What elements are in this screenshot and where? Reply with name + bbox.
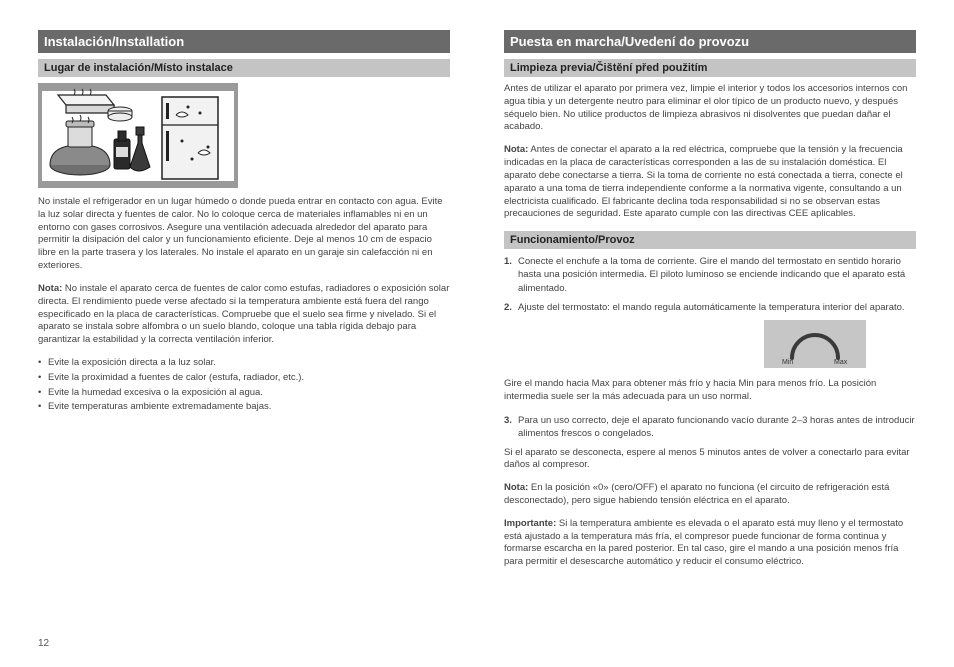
installation-avoid-list: Evite la exposición directa a la luz sol… [38, 357, 450, 414]
note-text: Si la temperatura ambiente es elevada o … [504, 518, 903, 567]
right-column: Puesta en marcha/Uvedení do provozu Limp… [504, 30, 916, 579]
step-1: 1.Conecte el enchufe a la toma de corrie… [504, 255, 916, 295]
list-item: Evite la exposición directa a la luz sol… [38, 357, 450, 370]
startup-title: Puesta en marcha/Uvedení do provozu [504, 30, 916, 53]
startup-subtitle-operation: Funcionamiento/Provoz [504, 231, 916, 249]
installation-note: Nota: No instale el aparato cerca de fue… [38, 283, 450, 347]
step-2-continued: Gire el mando hacia Max para obtener más… [504, 378, 916, 404]
installation-subtitle-location: Lugar de instalación/Místo instalace [38, 59, 450, 77]
installation-title: Instalación/Installation [38, 30, 450, 53]
electrical-note: Nota: Antes de conectar el aparato a la … [504, 144, 916, 221]
note-label: Nota: [504, 482, 528, 493]
step-3-continued: Si el aparato se desconecta, espere al m… [504, 447, 916, 473]
note-label: Importante: [504, 518, 556, 529]
list-item: Evite la humedad excesiva o la exposició… [38, 387, 450, 400]
operation-steps-cont: 3.Para un uso correcto, deje el aparato … [504, 414, 916, 441]
step-2: 2.Ajuste del termostato: el mando regula… [504, 301, 916, 314]
dial-max-label: Max [834, 359, 848, 366]
note-label: Nota: [504, 144, 528, 155]
note-text: En la posición «0» (cero/OFF) el aparato… [504, 482, 889, 506]
off-position-note: Nota: En la posición «0» (cero/OFF) el a… [504, 482, 916, 508]
note-text: Antes de conectar el aparato a la red el… [504, 144, 903, 219]
left-column: Instalación/Installation Lugar de instal… [38, 30, 450, 579]
startup-subtitle-cleaning: Limpieza previa/Čištění před použitím [504, 59, 916, 77]
important-note: Importante: Si la temperatura ambiente e… [504, 518, 916, 569]
cleaning-text: Antes de utilizar el aparato por primera… [504, 83, 916, 134]
list-item: Evite temperaturas ambiente extremadamen… [38, 401, 450, 414]
note-label: Nota: [38, 283, 62, 294]
dial-min-label: Min [782, 359, 793, 366]
installation-location-text: No instale el refrigerador en un lugar h… [38, 196, 450, 273]
operation-steps: 1.Conecte el enchufe a la toma de corrie… [504, 255, 916, 314]
note-text: No instale el aparato cerca de fuentes d… [38, 283, 449, 345]
thermostat-dial-figure: Min Max [764, 320, 866, 368]
list-item: Evite la proximidad a fuentes de calor (… [38, 372, 450, 385]
step-3: 3.Para un uso correcto, deje el aparato … [504, 414, 916, 441]
page-number: 12 [38, 638, 49, 649]
installation-illustration [38, 83, 238, 188]
